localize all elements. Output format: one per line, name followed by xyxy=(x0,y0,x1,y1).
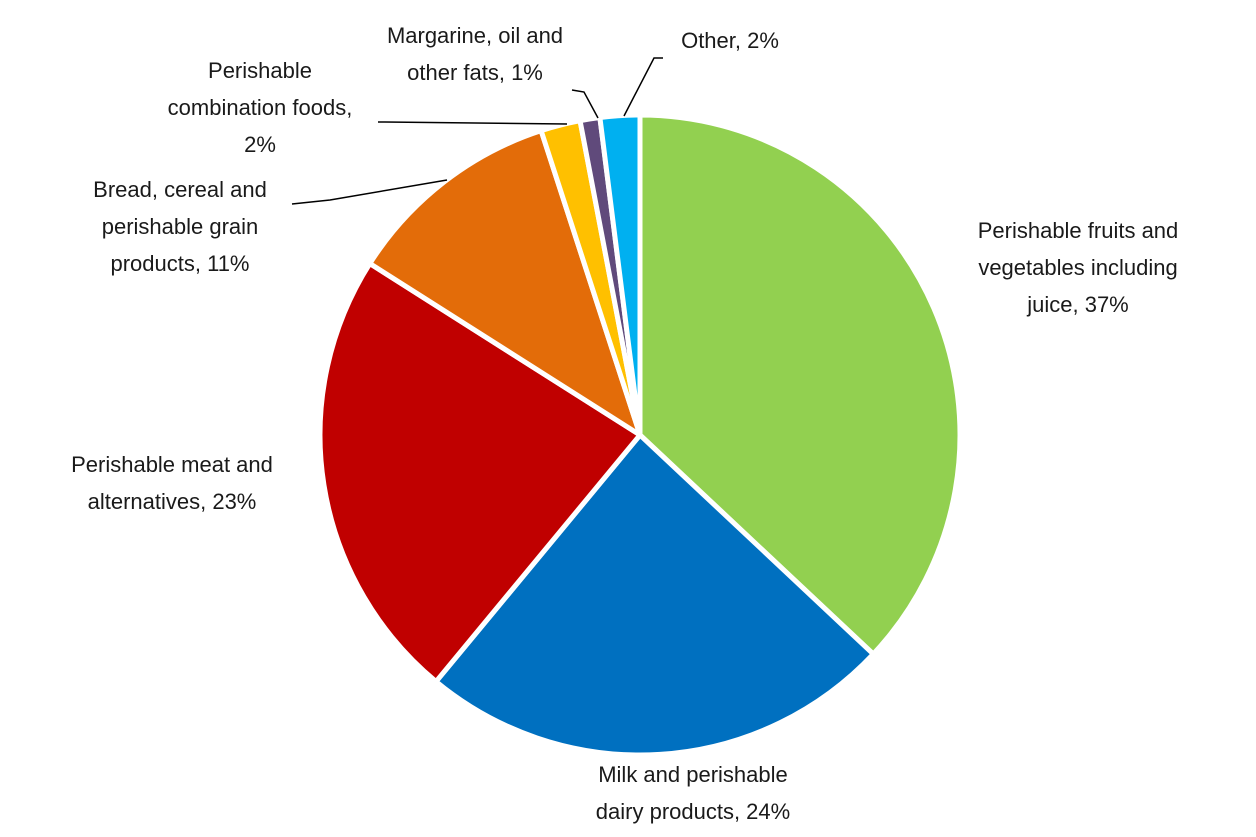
pie-slice xyxy=(367,128,643,438)
pie-slice xyxy=(597,112,643,438)
slice-label: Perishable meat and alternatives, 23% xyxy=(71,452,273,514)
slice-labels: Perishable fruits and vegetables includin… xyxy=(71,23,1178,824)
slice-label: Margarine, oil and other fats, 1% xyxy=(387,23,563,85)
slice-label: Milk and perishable dairy products, 24% xyxy=(596,762,790,824)
slice-label: Perishable fruits and vegetables includin… xyxy=(978,218,1179,317)
leader-lines xyxy=(291,57,663,205)
pie-slices xyxy=(317,112,963,758)
leader-line xyxy=(623,57,663,117)
pie-slice xyxy=(433,432,876,758)
leader-line xyxy=(378,121,568,125)
pie-slice xyxy=(637,112,963,657)
slice-label: Perishable combination foods, 2% xyxy=(168,58,353,157)
leader-line xyxy=(571,89,599,119)
slice-label: Other, 2% xyxy=(681,28,779,53)
leader-line xyxy=(291,179,448,205)
pie-slice xyxy=(317,261,643,685)
slice-label: Bread, cereal and perishable grain product… xyxy=(93,177,267,276)
